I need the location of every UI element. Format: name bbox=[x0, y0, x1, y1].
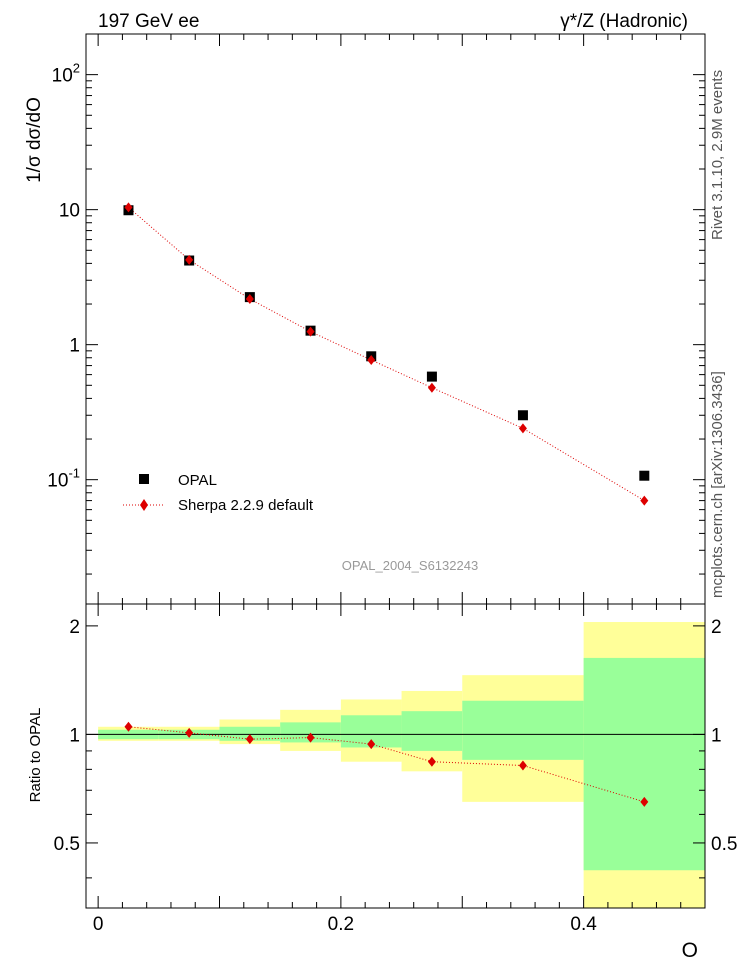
ratio-mc-point bbox=[245, 734, 254, 745]
x-axis-label: O bbox=[682, 939, 698, 962]
ratio-mc-point bbox=[185, 727, 194, 738]
main-y-axis-label: 1/σ dσ/dO bbox=[24, 97, 45, 183]
header-left-label: 197 GeV ee bbox=[98, 11, 199, 32]
mc-point bbox=[367, 354, 376, 365]
ratio-band-stat bbox=[280, 722, 341, 743]
ratio-band-stat bbox=[219, 726, 281, 741]
mcplots-label: mcplots.cern.ch [arXiv:1306.3436] bbox=[709, 371, 726, 598]
main-y-tick-label: 1 bbox=[69, 336, 80, 357]
ratio-mc-line bbox=[128, 726, 645, 803]
x-tick-label: 0 bbox=[93, 914, 104, 935]
legend-label-opal: OPAL bbox=[178, 472, 217, 489]
mc-point bbox=[518, 423, 527, 434]
analysis-watermark: OPAL_2004_S6132243 bbox=[342, 558, 478, 573]
ratio-band-stat bbox=[583, 657, 705, 871]
mc-point bbox=[124, 202, 133, 213]
ratio-plot-frame bbox=[85, 603, 706, 909]
ratio-band-stat bbox=[462, 700, 584, 760]
ratio-mc-point bbox=[640, 796, 649, 807]
ratio-y-tick-label: 1 bbox=[69, 725, 80, 746]
main-y-tick-label: 10-1 bbox=[47, 466, 80, 492]
legend-marker-sherpa bbox=[140, 499, 148, 511]
mc-point bbox=[640, 495, 649, 506]
ratio-y-axis-label: Ratio to OPAL bbox=[27, 708, 44, 803]
data-point bbox=[426, 371, 437, 382]
data-point bbox=[517, 410, 528, 421]
ratio-mc-point bbox=[427, 756, 436, 767]
ratio-y-tick-label: 0.5 bbox=[54, 834, 80, 855]
plot-layer: 102 10 1 10-1 0 0.2 0.4 0.5 0.5 1 1 2 2 bbox=[47, 33, 737, 935]
ratio-y-tick-label: 2 bbox=[69, 617, 80, 638]
mc-point bbox=[185, 254, 194, 265]
ratio-y-tick-label-right: 0.5 bbox=[711, 834, 737, 855]
ratio-band-stat bbox=[401, 711, 463, 751]
mc-line bbox=[128, 206, 645, 502]
ratio-mc-point bbox=[518, 760, 527, 771]
data-point bbox=[639, 470, 650, 481]
legend-label-sherpa: Sherpa 2.2.9 default bbox=[178, 497, 314, 514]
rivet-version-label: Rivet 3.1.10, 2.9M events bbox=[709, 70, 726, 240]
main-plot-frame bbox=[85, 33, 706, 605]
header-right-label: γ*/Z (Hadronic) bbox=[560, 11, 688, 32]
main-y-tick-label: 102 bbox=[52, 61, 80, 87]
ratio-mc-point bbox=[306, 732, 315, 743]
legend: OPAL Sherpa 2.2.9 default bbox=[123, 472, 314, 514]
mc-point bbox=[306, 326, 315, 337]
mc-point bbox=[427, 382, 436, 393]
legend-marker-opal bbox=[139, 474, 149, 484]
mc-point bbox=[245, 293, 254, 304]
ratio-mc-point bbox=[367, 739, 376, 750]
x-tick-label: 0.4 bbox=[570, 914, 597, 935]
x-tick-label: 0.2 bbox=[328, 914, 354, 935]
main-y-tick-label: 10 bbox=[59, 201, 80, 222]
ratio-y-tick-label-right: 1 bbox=[711, 725, 722, 746]
ratio-y-tick-label-right: 2 bbox=[711, 617, 722, 638]
ratio-mc-point bbox=[124, 721, 133, 732]
